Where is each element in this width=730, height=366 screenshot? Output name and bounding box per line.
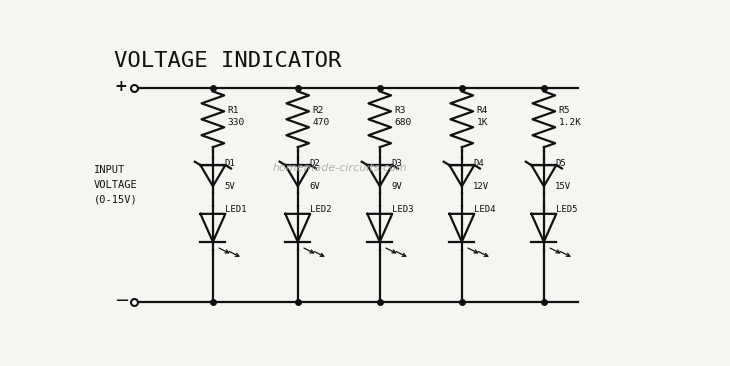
- Text: VOLTAGE INDICATOR: VOLTAGE INDICATOR: [114, 51, 341, 71]
- Text: LED3: LED3: [392, 205, 414, 213]
- Text: R4
1K: R4 1K: [477, 106, 488, 127]
- Text: LED5: LED5: [556, 205, 578, 213]
- Text: R5
1.2K: R5 1.2K: [558, 106, 582, 127]
- Text: LED1: LED1: [226, 205, 247, 213]
- Text: −: −: [114, 292, 128, 310]
- Text: LED4: LED4: [474, 205, 496, 213]
- Text: R1
330: R1 330: [228, 106, 245, 127]
- Text: 12V: 12V: [473, 182, 489, 191]
- Text: 5V: 5V: [224, 182, 235, 191]
- Text: D2: D2: [309, 160, 320, 168]
- Text: R2
470: R2 470: [312, 106, 330, 127]
- Text: 9V: 9V: [391, 182, 402, 191]
- Text: 15V: 15V: [555, 182, 572, 191]
- Text: homemade-circuits.com: homemade-circuits.com: [273, 163, 407, 173]
- Text: D4: D4: [473, 160, 484, 168]
- Text: +: +: [115, 79, 128, 94]
- Text: INPUT
VOLTAGE
(0-15V): INPUT VOLTAGE (0-15V): [94, 165, 138, 205]
- Text: D5: D5: [555, 160, 566, 168]
- Text: R3
680: R3 680: [394, 106, 412, 127]
- Text: D3: D3: [391, 160, 402, 168]
- Text: 6V: 6V: [309, 182, 320, 191]
- Text: D1: D1: [224, 160, 235, 168]
- Text: LED2: LED2: [310, 205, 331, 213]
